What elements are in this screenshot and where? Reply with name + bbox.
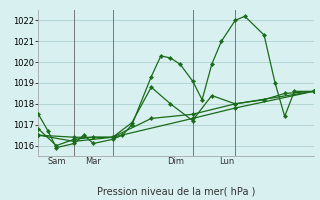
Text: Pression niveau de la mer( hPa ): Pression niveau de la mer( hPa ) — [97, 186, 255, 196]
Text: Lun: Lun — [219, 157, 235, 166]
Text: Sam: Sam — [47, 157, 66, 166]
Text: Mar: Mar — [85, 157, 101, 166]
Text: Dim: Dim — [167, 157, 185, 166]
